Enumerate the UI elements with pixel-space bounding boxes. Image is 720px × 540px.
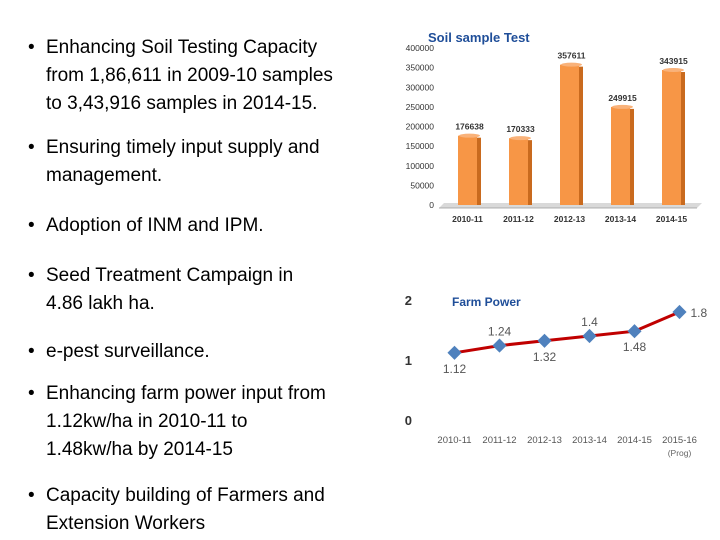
bar-top bbox=[663, 68, 684, 73]
bullet-item: • Enhancing Soil Testing Capacity from 1,8… bbox=[28, 34, 398, 118]
bar bbox=[509, 138, 528, 205]
x-tick-label: 2013-14 bbox=[605, 214, 636, 224]
y-tick-label: 2 bbox=[405, 293, 412, 308]
bullet-line: 1.48kw/ha by 2014-15 bbox=[46, 439, 233, 460]
bullet-line: Capacity building of Farmers and bbox=[46, 485, 325, 506]
bullet-dot: • bbox=[28, 485, 35, 506]
y-tick-label: 150000 bbox=[406, 141, 435, 151]
bullet-list: • Enhancing Soil Testing Capacity from 1,8… bbox=[28, 34, 398, 538]
data-point bbox=[582, 328, 597, 344]
bullet-dot: • bbox=[28, 383, 35, 404]
y-tick-label: 1 bbox=[405, 353, 412, 368]
point-data-label: 1.4 bbox=[581, 315, 598, 329]
bar-side bbox=[528, 140, 532, 205]
y-tick-label: 300000 bbox=[406, 82, 435, 92]
bullet-dot: • bbox=[28, 341, 35, 362]
x-tick-label: 2011-12 bbox=[482, 435, 516, 446]
x-tick-label: 2014-15 bbox=[617, 435, 652, 446]
chart-title: Soil sample Test bbox=[428, 30, 530, 45]
bar bbox=[458, 135, 477, 205]
bar bbox=[611, 106, 630, 205]
bullet-line: Enhancing farm power input from bbox=[46, 383, 326, 404]
bullet-line: 1.12kw/ha in 2010-11 to bbox=[46, 411, 248, 432]
bullet-dot: • bbox=[28, 137, 35, 158]
bullet-line: from 1,86,611 in 2009-10 samples bbox=[46, 65, 333, 86]
bar-side bbox=[681, 72, 685, 205]
chart-title: Farm Power bbox=[452, 295, 521, 309]
data-point bbox=[537, 333, 552, 348]
x-tick-label: 2012-13 bbox=[554, 214, 585, 224]
bullet-item: • Capacity building of Farmers and Extensi… bbox=[28, 482, 398, 538]
data-point bbox=[447, 345, 462, 360]
data-point bbox=[627, 324, 642, 339]
bullet-item: • Enhancing farm power input from 1.12kw/h… bbox=[28, 380, 398, 464]
series-line bbox=[454, 310, 681, 355]
farm-power-line-chart: Farm Power 0 1 2 1.12 2010-11 1.24 2011-12 1.32 2… bbox=[405, 293, 708, 458]
y-tick-label: 200000 bbox=[406, 122, 435, 132]
x-tick-label: 2011-12 bbox=[503, 214, 534, 224]
bullet-line: e-pest surveillance. bbox=[46, 341, 210, 362]
bullet-dot: • bbox=[28, 265, 35, 286]
y-tick-label: 50000 bbox=[410, 180, 434, 190]
bullet-line: Extension Workers bbox=[46, 513, 206, 534]
bullet-line: Ensuring timely input supply and bbox=[46, 137, 320, 158]
bullet-dot: • bbox=[28, 37, 35, 58]
point-data-label: 1.8 bbox=[691, 306, 708, 320]
bullet-line: 4.86 lakh ha. bbox=[46, 293, 155, 314]
y-tick-label: 350000 bbox=[406, 63, 435, 73]
y-tick-label: 0 bbox=[429, 200, 434, 210]
bar-data-label: 249915 bbox=[608, 93, 637, 103]
x-tick-label: 2013-14 bbox=[572, 435, 607, 446]
bullet-line: to 3,43,916 samples in 2014-15. bbox=[46, 93, 318, 114]
bar-top bbox=[612, 104, 633, 109]
bullet-item: • Seed Treatment Campaign in 4.86 lakh ha. bbox=[28, 262, 398, 318]
chart-floor bbox=[439, 203, 702, 208]
point-data-label: 1.32 bbox=[533, 350, 557, 364]
bullet-line: Seed Treatment Campaign in bbox=[46, 265, 294, 286]
bullet-item: • e-pest surveillance. bbox=[28, 338, 398, 366]
bar-top bbox=[459, 133, 480, 138]
x-tick-label: 2010-11 bbox=[452, 214, 483, 224]
x-tick-label: 2010-11 bbox=[437, 435, 471, 446]
bar-side bbox=[579, 66, 583, 205]
point-data-label: 1.12 bbox=[443, 362, 467, 376]
bullet-dot: • bbox=[28, 215, 35, 236]
bar-data-label: 176638 bbox=[455, 122, 484, 132]
bar-top bbox=[561, 62, 582, 67]
point-data-label: 1.48 bbox=[623, 340, 647, 354]
x-tick-note: (Prog) bbox=[668, 448, 692, 458]
bar-side bbox=[477, 137, 481, 205]
bullet-item: • Adoption of INM and IPM. bbox=[28, 212, 398, 240]
x-tick-label: 2015-16 bbox=[662, 435, 697, 446]
y-tick-label: 100000 bbox=[406, 161, 435, 171]
bar-side bbox=[630, 108, 634, 205]
x-tick-label: 2014-15 bbox=[656, 214, 687, 224]
soil-sample-bar-chart: Soil sample Test 0 50000 100000 150000 200000… bbox=[406, 30, 702, 224]
bullet-line: Adoption of INM and IPM. bbox=[46, 215, 264, 236]
y-tick-label: 0 bbox=[405, 413, 412, 428]
data-point bbox=[672, 304, 687, 320]
x-tick-label: 2012-13 bbox=[527, 435, 562, 446]
bar-data-label: 170333 bbox=[506, 124, 535, 134]
point-data-label: 1.24 bbox=[488, 325, 512, 339]
bar bbox=[560, 64, 579, 205]
bar-top bbox=[510, 136, 531, 141]
bullet-item: • Ensuring timely input supply and managem… bbox=[28, 134, 398, 190]
bullet-line: management. bbox=[46, 165, 163, 186]
data-point bbox=[492, 338, 507, 353]
bar-data-label: 343915 bbox=[659, 56, 688, 66]
bar-data-label: 357611 bbox=[558, 51, 586, 61]
y-tick-label: 400000 bbox=[406, 43, 435, 53]
bullet-line: Enhancing Soil Testing Capacity bbox=[46, 37, 318, 58]
bar bbox=[662, 70, 681, 205]
y-tick-label: 250000 bbox=[406, 102, 435, 112]
